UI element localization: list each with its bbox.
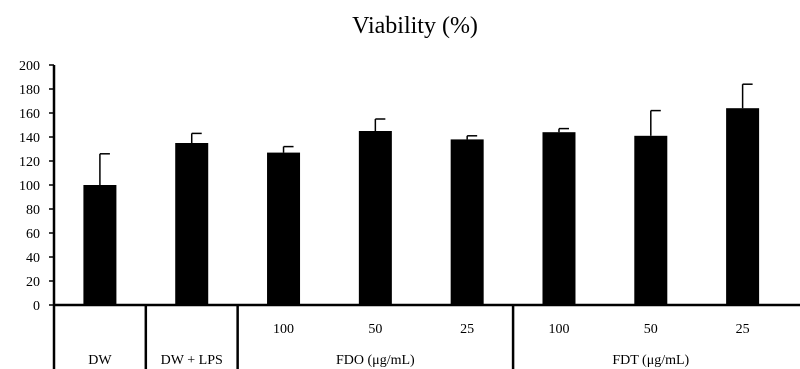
y-axis: 0 20 40 60 80 100 120 140 160 180 200 [19,59,56,314]
x-tick-label: 50 [368,322,382,337]
y-tick-label: 160 [19,107,40,122]
y-tick-label: 20 [26,275,40,290]
x-tick-label: 25 [460,322,474,337]
bars [83,83,760,305]
x-tick-label: 100 [548,322,569,337]
chart-title: Viability (%) [352,13,478,39]
y-tick-label: 40 [26,251,40,266]
bar [358,131,392,305]
x-group-label: DW [88,353,112,368]
bar [450,139,484,305]
bar [542,132,576,305]
y-tick-label: 120 [19,155,40,170]
y-tick-label: 0 [33,299,40,314]
x-tick-label: 100 [273,322,294,337]
y-tick-label: 100 [19,179,40,194]
y-tick-label: 200 [19,59,40,74]
x-group-label: FDT (μg/mL) [612,353,689,368]
x-tick-label: 50 [644,322,658,337]
y-tick-label: 140 [19,131,40,146]
bar [726,108,760,305]
x-group-label: FDO (μg/mL) [336,353,415,368]
bar [175,143,209,305]
x-group-label: DW + LPS [161,353,223,368]
x-axis: 100 50 25 100 50 25 DW DW + LPS FDO (μg/mL) FDT (… [52,303,800,369]
bar [83,185,117,305]
y-tick-label: 180 [19,83,40,98]
y-tick-label: 60 [26,227,40,242]
bar [634,135,668,305]
bar [267,152,301,305]
x-tick-label: 25 [736,322,750,337]
y-tick-label: 80 [26,203,40,218]
